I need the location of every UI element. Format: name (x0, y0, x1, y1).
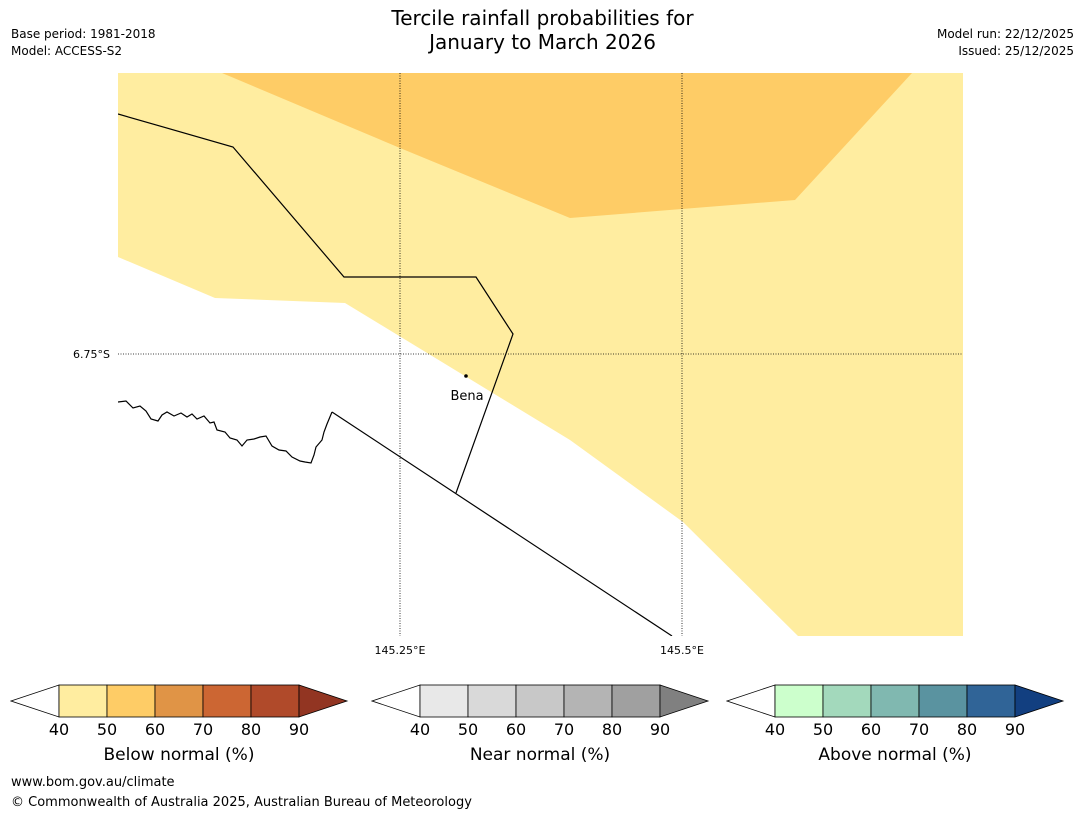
footer-copyright: © Commonwealth of Australia 2025, Austra… (11, 795, 472, 810)
colorbar-below-tick: 90 (288, 720, 310, 739)
colorbar-below (10, 684, 349, 718)
colorbar-below-seg-4 (202, 684, 252, 718)
colorbar-near-tick: 60 (505, 720, 527, 739)
colorbar-near-seg-3 (515, 684, 565, 718)
colorbar-near-seg-5 (611, 684, 661, 718)
colorbar-near-seg-1 (419, 684, 469, 718)
colorbar-near-low-arrow (371, 684, 421, 718)
colorbar-above-tick: 90 (1004, 720, 1026, 739)
colorbar-near-tick: 40 (409, 720, 431, 739)
colorbar-below-high-arrow (298, 684, 349, 718)
town-label: Bena (450, 389, 483, 404)
town-marker (464, 374, 468, 378)
colorbar-below-low-arrow (10, 684, 60, 718)
longitude-label-2: 145.5°E (660, 644, 704, 657)
longitude-label-1: 145.25°E (375, 644, 426, 657)
colorbar-near-tick: 50 (457, 720, 479, 739)
colorbar-above (726, 684, 1065, 718)
colorbar-above-seg-5 (966, 684, 1016, 718)
colorbar-below-seg-3 (154, 684, 204, 718)
chart-title: Tercile rainfall probabilities for Janua… (0, 6, 1085, 54)
colorbar-near-seg-2 (467, 684, 517, 718)
colorbar-near-tick: 80 (601, 720, 623, 739)
latitude-label: 6.75°S (73, 348, 110, 361)
colorbar-below-tick: 60 (144, 720, 166, 739)
colorbar-near-high-arrow (659, 684, 710, 718)
colorbar-above-title: Above normal (%) (818, 745, 972, 765)
colorbar-near-title: Near normal (%) (469, 745, 611, 765)
colorbar-below-tick: 70 (192, 720, 214, 739)
colorbar-below-tick: 40 (48, 720, 70, 739)
coastline (118, 400, 333, 464)
colorbar-below-seg-5 (250, 684, 300, 718)
colorbar-below-tick: 50 (96, 720, 118, 739)
title-line-2: January to March 2026 (429, 30, 656, 54)
colorbar-above-seg-2 (822, 684, 872, 718)
colorbar-near-seg-4 (563, 684, 613, 718)
model-run: Model run: 22/12/2025 (936, 27, 1074, 41)
colorbar-below-title: Below normal (%) (103, 745, 255, 765)
colorbar-above-seg-3 (870, 684, 920, 718)
base-period: Base period: 1981-2018 (11, 27, 156, 41)
colorbar-near (371, 684, 710, 718)
colorbar-above-seg-4 (918, 684, 968, 718)
title-line-1: Tercile rainfall probabilities for (391, 6, 694, 30)
meta-left: Base period: 1981-2018 Model: ACCESS-S2 (11, 26, 156, 60)
meta-right: Model run: 22/12/2025 Issued: 25/12/2025 (937, 26, 1074, 60)
colorbar-above-low-arrow (726, 684, 776, 718)
footer-url: www.bom.gov.au/climate (11, 775, 175, 790)
colorbar-above-tick: 60 (860, 720, 882, 739)
forecast-map: Bena 6.75°S 145.25°E 145.5°E (73, 73, 963, 657)
colorbar-below-seg-2 (106, 684, 156, 718)
colorbar-below-tick: 80 (240, 720, 262, 739)
colorbar-above-tick: 40 (764, 720, 786, 739)
colorbar-above-seg-1 (774, 684, 824, 718)
colorbar-near-tick: 70 (553, 720, 575, 739)
colorbar-below-seg-1 (58, 684, 108, 718)
probability-zone-40-50 (118, 73, 963, 636)
colorbar-above-high-arrow (1014, 684, 1065, 718)
colorbar-above-tick: 80 (956, 720, 978, 739)
province-border (118, 113, 514, 494)
model-name: Model: ACCESS-S2 (11, 44, 123, 58)
province-border-south (331, 411, 673, 636)
colorbar-above-tick: 50 (812, 720, 834, 739)
issued-date: Issued: 25/12/2025 (958, 44, 1074, 58)
probability-zone-50-60 (222, 73, 912, 218)
colorbar-near-tick: 90 (649, 720, 671, 739)
colorbar-above-tick: 70 (908, 720, 930, 739)
